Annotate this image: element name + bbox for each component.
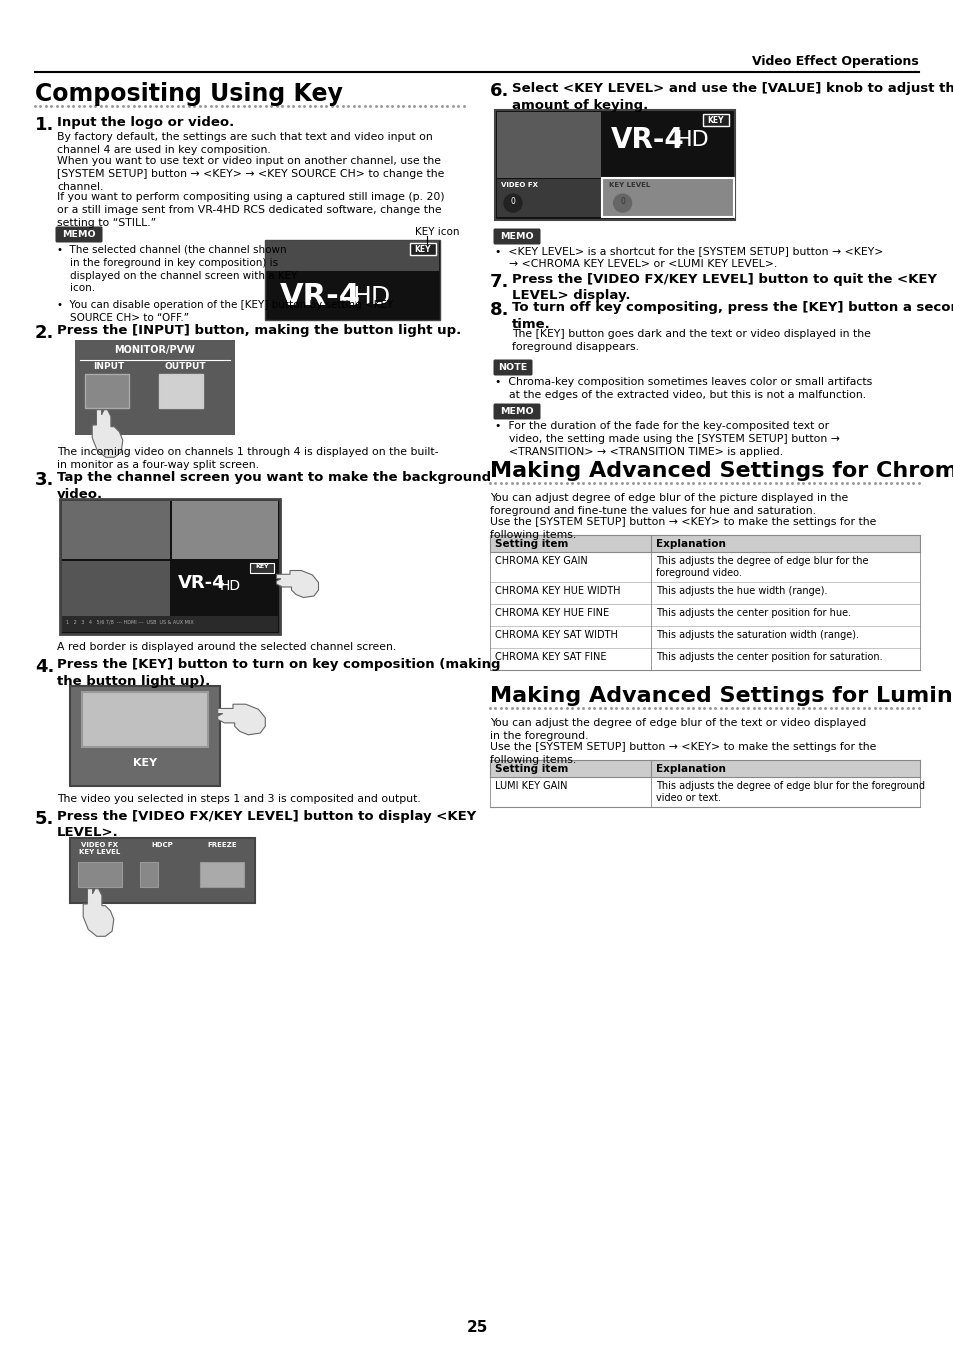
Text: MEMO: MEMO [499, 232, 534, 242]
Bar [602, 112, 732, 178]
Bar [490, 603, 919, 626]
Text: 4.: 4. [35, 657, 54, 676]
Bar [60, 500, 280, 634]
Text: CHROMA KEY SAT FINE: CHROMA KEY SAT FINE [495, 652, 606, 662]
Text: •  Chroma-key composition sometimes leaves color or small artifacts
    at the e: • Chroma-key composition sometimes leave… [495, 377, 871, 400]
Polygon shape [83, 888, 113, 937]
Text: This adjusts the degree of edge blur for the foreground
video or text.: This adjusts the degree of edge blur for… [656, 782, 924, 803]
Text: You can adjust degree of edge blur of the picture displayed in the
foreground an: You can adjust degree of edge blur of th… [490, 493, 847, 516]
Text: HD: HD [675, 130, 708, 150]
Text: CHROMA KEY HUE FINE: CHROMA KEY HUE FINE [495, 608, 608, 618]
Bar [82, 693, 208, 747]
Text: •  The selected channel (the channel shown
    in the foreground in key composit: • The selected channel (the channel show… [57, 244, 297, 293]
Text: The [KEY] button goes dark and the text or video displayed in the
foreground dis: The [KEY] button goes dark and the text … [512, 329, 870, 352]
Bar [490, 582, 919, 603]
Text: Press the [VIDEO FX/KEY LEVEL] button to display <KEY
LEVEL>.: Press the [VIDEO FX/KEY LEVEL] button to… [57, 810, 476, 840]
Text: Press the [VIDEO FX/KEY LEVEL] button to quit the <KEY
LEVEL> display.: Press the [VIDEO FX/KEY LEVEL] button to… [512, 273, 936, 302]
Text: 2.: 2. [35, 324, 54, 342]
Text: Making Advanced Settings for Chroma Key: Making Advanced Settings for Chroma Key [490, 460, 953, 481]
Text: KEY: KEY [132, 757, 157, 768]
Text: 1.: 1. [35, 116, 54, 134]
FancyBboxPatch shape [493, 228, 540, 244]
Text: This adjusts the degree of edge blur for the
foreground video.: This adjusts the degree of edge blur for… [656, 556, 868, 578]
Text: INPUT: INPUT [92, 362, 124, 371]
Text: Making Advanced Settings for Luminance Key: Making Advanced Settings for Luminance K… [490, 686, 953, 706]
Text: 8.: 8. [490, 301, 509, 319]
Bar [490, 626, 919, 648]
Text: Explanation: Explanation [656, 764, 725, 774]
Text: Video Effect Operations: Video Effect Operations [752, 55, 918, 68]
Circle shape [503, 194, 521, 212]
Text: 0: 0 [619, 197, 624, 207]
Circle shape [613, 194, 631, 212]
Bar [490, 535, 919, 552]
FancyBboxPatch shape [493, 359, 532, 375]
Text: KEY: KEY [254, 563, 269, 568]
Text: CHROMA KEY SAT WIDTH: CHROMA KEY SAT WIDTH [495, 630, 618, 640]
Bar [490, 648, 919, 670]
Text: You can adjust the degree of edge blur of the text or video displayed
in the for: You can adjust the degree of edge blur o… [490, 718, 865, 741]
Text: HD: HD [220, 579, 241, 593]
Bar [78, 863, 122, 887]
Polygon shape [217, 705, 265, 734]
Bar [495, 109, 734, 220]
Bar [266, 242, 438, 271]
Bar [62, 616, 277, 632]
Text: This adjusts the center position for hue.: This adjusts the center position for hue… [656, 608, 850, 618]
Text: •  <KEY LEVEL> is a shortcut for the [SYSTEM SETUP] button → <KEY>
    → <CHROMA: • <KEY LEVEL> is a shortcut for the [SYS… [495, 246, 882, 269]
Bar [490, 760, 919, 778]
Text: Use the [SYSTEM SETUP] button → <KEY> to make the settings for the
following ite: Use the [SYSTEM SETUP] button → <KEY> to… [490, 517, 876, 540]
Bar [250, 563, 274, 572]
Text: This adjusts the hue width (range).: This adjusts the hue width (range). [656, 586, 827, 595]
Text: 7.: 7. [490, 273, 509, 292]
Bar [702, 113, 728, 126]
Text: Tap the channel screen you want to make the background
video.: Tap the channel screen you want to make … [57, 471, 491, 501]
Text: 3.: 3. [35, 471, 54, 489]
Bar [410, 243, 436, 255]
Text: KEY LEVEL: KEY LEVEL [608, 182, 649, 188]
Text: CHROMA KEY HUE WIDTH: CHROMA KEY HUE WIDTH [495, 586, 619, 595]
Text: NOTE: NOTE [497, 363, 527, 373]
Text: Input the logo or video.: Input the logo or video. [57, 116, 234, 130]
Bar [200, 863, 244, 887]
Text: •  For the duration of the fade for the key-composited text or
    video, the se: • For the duration of the fade for the k… [495, 421, 839, 456]
FancyBboxPatch shape [55, 227, 102, 243]
Text: VR-4: VR-4 [280, 282, 360, 310]
Text: The incoming video on channels 1 through 4 is displayed on the built-
in monitor: The incoming video on channels 1 through… [57, 447, 438, 470]
Bar [172, 501, 277, 559]
Text: Press the [KEY] button to turn on key composition (making
the button light up).: Press the [KEY] button to turn on key co… [57, 657, 500, 687]
Bar [70, 838, 254, 903]
Text: 5.: 5. [35, 810, 54, 828]
Text: KEY: KEY [707, 116, 723, 126]
Text: This adjusts the saturation width (range).: This adjusts the saturation width (range… [656, 630, 859, 640]
Bar [140, 863, 158, 887]
Text: VR-4: VR-4 [178, 575, 226, 593]
Text: By factory default, the settings are such that text and video input on
channel 4: By factory default, the settings are suc… [57, 132, 433, 155]
FancyBboxPatch shape [493, 404, 540, 420]
Text: LUMI KEY GAIN: LUMI KEY GAIN [495, 782, 567, 791]
Text: Select <KEY LEVEL> and use the [VALUE] knob to adjust the
amount of keying.: Select <KEY LEVEL> and use the [VALUE] k… [512, 82, 953, 112]
Bar [85, 374, 129, 408]
Text: 1   2   3   4   5/6 7/8  --- HDMI ---  USB  US & AUX MIX: 1 2 3 4 5/6 7/8 --- HDMI --- USB US & AU… [66, 620, 193, 625]
Bar [490, 778, 919, 807]
Text: HD: HD [353, 285, 391, 309]
Text: KEY icon: KEY icon [416, 227, 459, 238]
Text: 25: 25 [466, 1320, 487, 1335]
Text: Setting item: Setting item [495, 764, 568, 774]
Bar [159, 374, 203, 408]
Text: 0: 0 [510, 197, 515, 207]
Bar [75, 340, 234, 435]
Bar [62, 560, 170, 616]
Bar [602, 180, 732, 217]
Text: This adjusts the center position for saturation.: This adjusts the center position for sat… [656, 652, 882, 662]
Bar [70, 686, 220, 786]
Text: Setting item: Setting item [495, 539, 568, 549]
Bar [601, 178, 733, 217]
Bar [172, 560, 277, 616]
Text: If you want to perform compositing using a captured still image (p. 20)
or a sti: If you want to perform compositing using… [57, 192, 444, 228]
Text: MEMO: MEMO [499, 406, 534, 416]
Text: •  You can disable operation of the [KEY] button by setting <KEY
    SOURCE CH> : • You can disable operation of the [KEY]… [57, 300, 393, 323]
Bar [265, 240, 439, 320]
Bar [497, 180, 600, 217]
Text: MEMO: MEMO [62, 230, 95, 239]
